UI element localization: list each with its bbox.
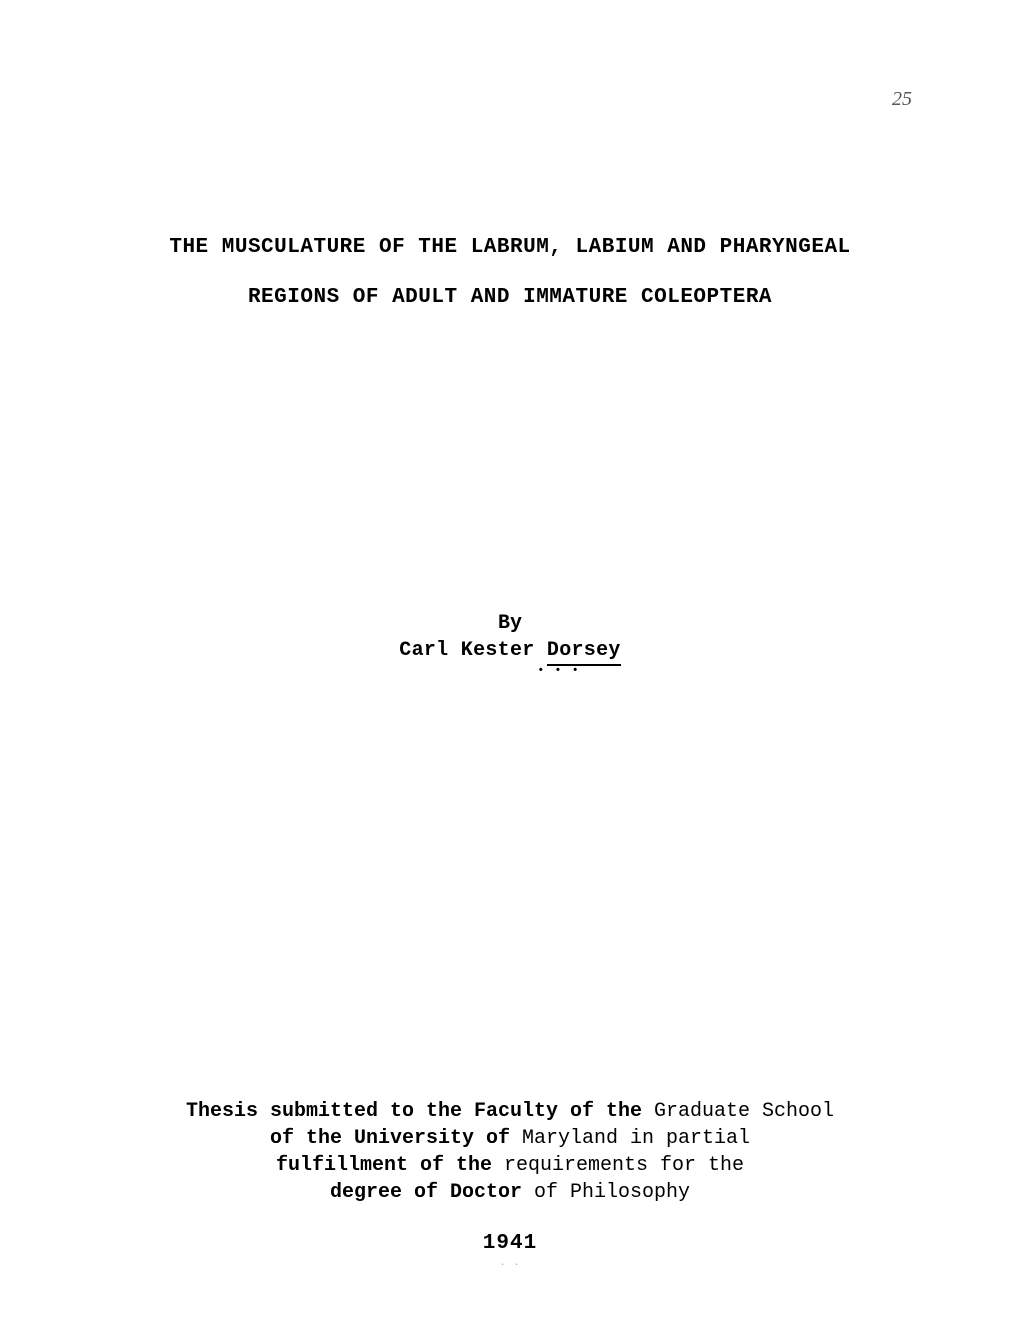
thesis-title-page: 25 THE MUSCULATURE OF THE LABRUM, LABIUM… [0, 0, 1020, 1320]
title-line-1: THE MUSCULATURE OF THE LABRUM, LABIUM AN… [0, 223, 1020, 273]
submission-line-4: degree of Doctor of Philosophy [0, 1179, 1020, 1206]
submission-line-2: of the University of Maryland in partial [0, 1125, 1020, 1152]
author-name: Carl Kester Dorsey [0, 637, 1020, 666]
year-mark: · · [0, 1260, 1020, 1271]
submission-line-1: Thesis submitted to the Faculty of the G… [0, 1098, 1020, 1125]
author-dots: • • • [98, 664, 1020, 679]
by-label: By [0, 610, 1020, 637]
page-number: 25 [892, 88, 912, 111]
author-surname: Dorsey [547, 637, 621, 666]
author-block: By Carl Kester Dorsey • • • [0, 610, 1020, 679]
title-line-2: REGIONS OF ADULT AND IMMATURE COLEOPTERA [0, 273, 1020, 323]
thesis-year: 1941 [0, 1232, 1020, 1255]
thesis-title: THE MUSCULATURE OF THE LABRUM, LABIUM AN… [0, 223, 1020, 324]
author-name-prefix: Carl Kester [399, 639, 534, 662]
submission-statement: Thesis submitted to the Faculty of the G… [0, 1098, 1020, 1206]
submission-line-3: fulfillment of the requirements for the [0, 1152, 1020, 1179]
